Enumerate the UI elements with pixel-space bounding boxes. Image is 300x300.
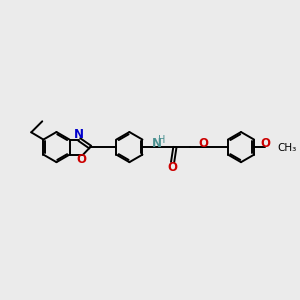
- Text: O: O: [199, 137, 208, 150]
- Text: O: O: [76, 153, 87, 167]
- Text: CH₃: CH₃: [277, 143, 296, 153]
- Text: N: N: [152, 137, 162, 150]
- Text: N: N: [74, 128, 84, 141]
- Text: O: O: [260, 137, 270, 150]
- Text: H: H: [158, 135, 165, 145]
- Text: O: O: [168, 161, 178, 174]
